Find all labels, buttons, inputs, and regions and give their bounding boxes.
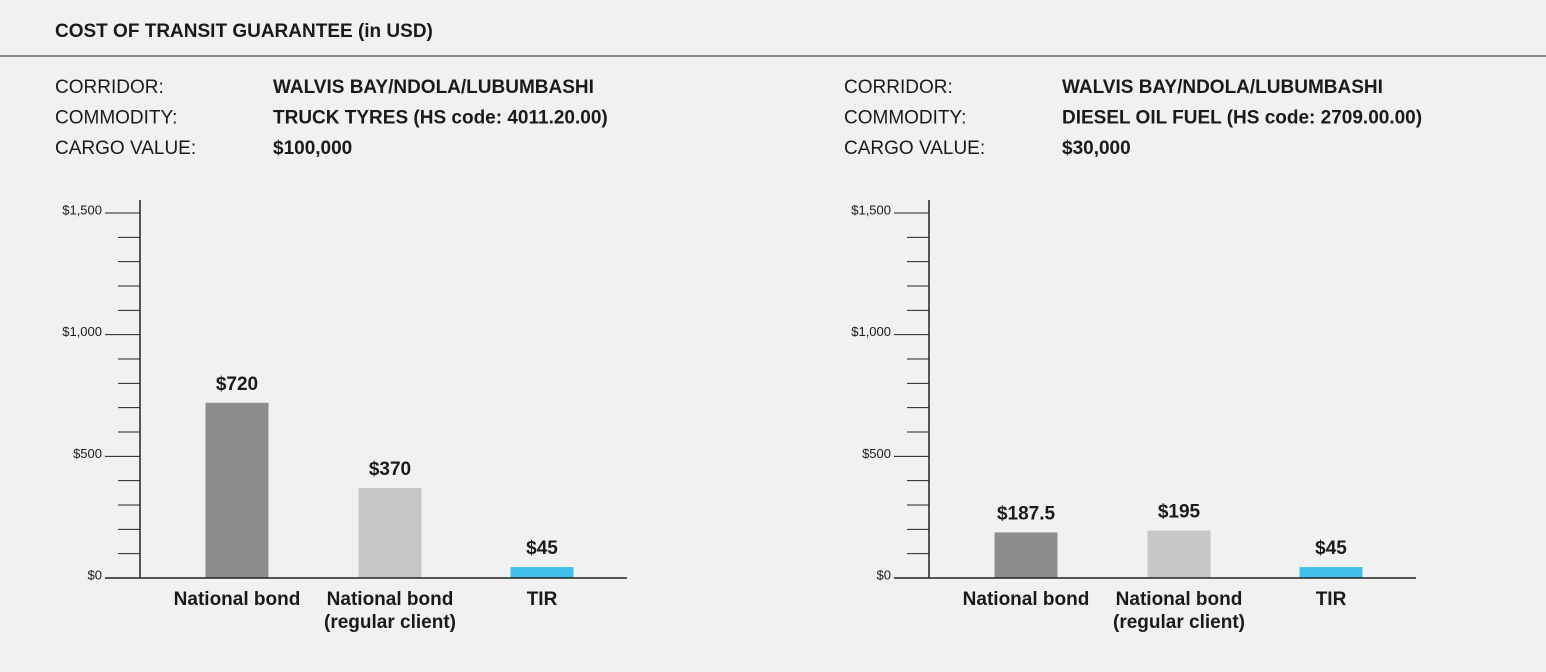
info-value: WALVIS BAY/NDOLA/LUBUMBASHI — [1062, 77, 1383, 98]
y-tick-label: $1,500 — [851, 202, 891, 217]
y-tick-label: $0 — [877, 567, 891, 582]
info-label: COMMODITY: — [844, 108, 966, 129]
value-label: $45 — [526, 538, 558, 559]
value-label: $720 — [216, 374, 258, 395]
info-label: CORRIDOR: — [55, 77, 164, 98]
y-tick-label: $500 — [862, 446, 891, 461]
value-label: $195 — [1158, 502, 1201, 523]
info-label: COMMODITY: — [55, 108, 177, 129]
info-value: DIESEL OIL FUEL (HS code: 2709.00.00) — [1062, 108, 1422, 129]
bar — [205, 402, 269, 578]
bar — [510, 567, 574, 578]
info-label: CORRIDOR: — [844, 77, 953, 98]
x-tick-label: National bond (regular client) — [1113, 589, 1245, 633]
value-label: $187.5 — [997, 503, 1056, 524]
info-value: TRUCK TYRES (HS code: 4011.20.00) — [273, 108, 608, 129]
x-tick-label: National bond (regular client) — [324, 589, 456, 633]
x-tick-label: National bond — [173, 589, 301, 610]
info-label: CARGO VALUE: — [844, 138, 985, 159]
y-tick-label: $1,000 — [62, 324, 102, 339]
y-tick-label: $0 — [88, 567, 102, 582]
value-label: $370 — [369, 459, 411, 480]
y-tick-label: $1,000 — [851, 324, 891, 339]
x-tick-label: TIR — [1315, 589, 1347, 610]
title: COST OF TRANSIT GUARANTEE (in USD) — [55, 21, 433, 42]
value-label: $45 — [1315, 538, 1347, 559]
info-label: CARGO VALUE: — [55, 138, 196, 159]
info-value: $100,000 — [273, 138, 352, 159]
y-tick-label: $500 — [73, 446, 102, 461]
x-tick-label: TIR — [526, 589, 558, 610]
y-tick-label: $1,500 — [62, 202, 102, 217]
info-value: WALVIS BAY/NDOLA/LUBUMBASHI — [273, 77, 594, 98]
info-value: $30,000 — [1062, 138, 1131, 159]
bar — [1299, 567, 1363, 578]
bar — [994, 532, 1058, 578]
bar — [358, 487, 422, 578]
bar — [1147, 530, 1211, 578]
x-tick-label: National bond — [962, 589, 1090, 610]
